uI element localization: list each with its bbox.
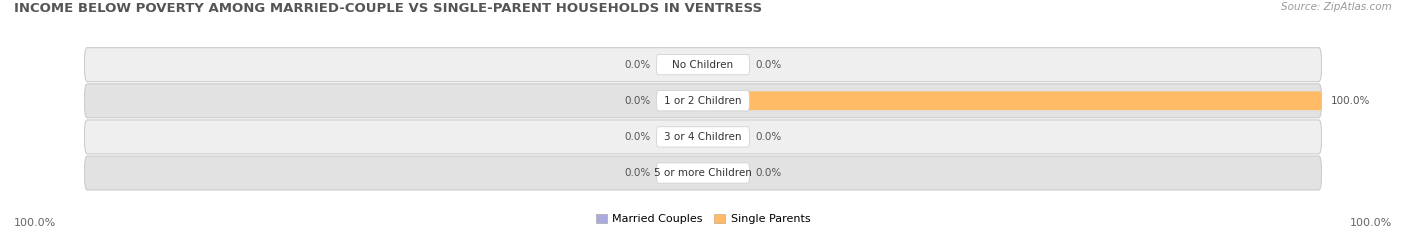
Legend: Married Couples, Single Parents: Married Couples, Single Parents xyxy=(592,210,814,229)
FancyBboxPatch shape xyxy=(659,55,703,74)
FancyBboxPatch shape xyxy=(657,163,749,183)
Text: INCOME BELOW POVERTY AMONG MARRIED-COUPLE VS SINGLE-PARENT HOUSEHOLDS IN VENTRES: INCOME BELOW POVERTY AMONG MARRIED-COUPL… xyxy=(14,2,762,15)
FancyBboxPatch shape xyxy=(659,127,703,146)
Text: 0.0%: 0.0% xyxy=(755,132,782,142)
FancyBboxPatch shape xyxy=(703,55,747,74)
Text: 0.0%: 0.0% xyxy=(624,168,651,178)
Text: 0.0%: 0.0% xyxy=(624,60,651,70)
Text: 0.0%: 0.0% xyxy=(755,168,782,178)
Text: Source: ZipAtlas.com: Source: ZipAtlas.com xyxy=(1281,2,1392,12)
FancyBboxPatch shape xyxy=(659,91,703,110)
Text: 0.0%: 0.0% xyxy=(624,132,651,142)
FancyBboxPatch shape xyxy=(659,164,703,182)
Text: 5 or more Children: 5 or more Children xyxy=(654,168,752,178)
FancyBboxPatch shape xyxy=(657,91,749,111)
FancyBboxPatch shape xyxy=(703,127,747,146)
Text: 1 or 2 Children: 1 or 2 Children xyxy=(664,96,742,106)
Text: 0.0%: 0.0% xyxy=(624,96,651,106)
FancyBboxPatch shape xyxy=(84,84,1322,118)
Text: No Children: No Children xyxy=(672,60,734,70)
FancyBboxPatch shape xyxy=(657,127,749,147)
FancyBboxPatch shape xyxy=(84,156,1322,190)
FancyBboxPatch shape xyxy=(703,91,1322,110)
Text: 100.0%: 100.0% xyxy=(1331,96,1371,106)
FancyBboxPatch shape xyxy=(657,55,749,75)
Text: 3 or 4 Children: 3 or 4 Children xyxy=(664,132,742,142)
Text: 100.0%: 100.0% xyxy=(14,218,56,228)
FancyBboxPatch shape xyxy=(84,48,1322,82)
Text: 0.0%: 0.0% xyxy=(755,60,782,70)
Text: 100.0%: 100.0% xyxy=(1350,218,1392,228)
FancyBboxPatch shape xyxy=(703,164,747,182)
FancyBboxPatch shape xyxy=(84,120,1322,154)
